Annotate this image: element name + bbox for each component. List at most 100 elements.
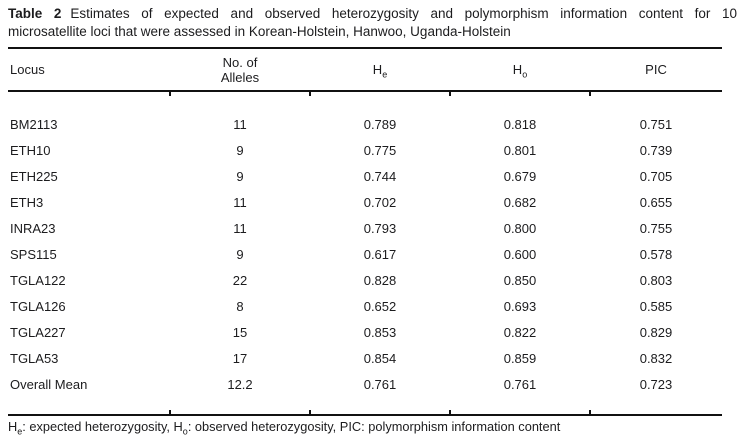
column-divider-tick — [169, 410, 171, 414]
cell-ho: 0.600 — [503, 246, 537, 262]
cell-locus: INRA23 — [10, 220, 56, 236]
cell-alleles: 11 — [233, 220, 247, 236]
cell-alleles: 11 — [233, 194, 247, 210]
cell-alleles: 8 — [236, 298, 244, 314]
cell-he: 0.702 — [363, 194, 397, 210]
table-row: TGLA122 22 0.828 0.850 0.803 — [8, 267, 722, 293]
cell-pic: 0.803 — [639, 272, 673, 288]
column-divider-tick — [449, 410, 451, 414]
column-divider-tick — [589, 92, 591, 96]
cell-he: 0.744 — [363, 168, 397, 184]
cell-pic: 0.832 — [639, 350, 673, 366]
table-top-rule — [8, 47, 722, 49]
cell-ho: 0.679 — [503, 168, 537, 184]
table-row: ETH10 9 0.775 0.801 0.739 — [8, 137, 722, 163]
cell-ho: 0.682 — [503, 194, 537, 210]
table-number-label: Table 2 — [8, 6, 62, 21]
cell-locus: SPS115 — [10, 246, 57, 262]
table-bottom-rule — [8, 410, 722, 416]
caption-line-2: microsatellite loci that were assessed i… — [8, 24, 511, 39]
cell-locus: Overall Mean — [10, 376, 88, 392]
table-row: TGLA126 8 0.652 0.693 0.585 — [8, 293, 722, 319]
column-divider-tick — [169, 92, 171, 96]
cell-alleles: 12.2 — [227, 376, 253, 392]
cell-locus: TGLA122 — [10, 272, 66, 288]
table-row: TGLA227 15 0.853 0.822 0.829 — [8, 319, 722, 345]
cell-he: 0.793 — [363, 220, 397, 236]
cell-he: 0.789 — [363, 116, 397, 132]
cell-locus: ETH3 — [10, 194, 44, 210]
cell-alleles: 22 — [232, 272, 248, 288]
cell-he: 0.854 — [363, 350, 397, 366]
table-header-row: Locus No. of Alleles He Ho PIC — [8, 50, 722, 89]
cell-locus: ETH225 — [10, 168, 58, 184]
table-row: ETH225 9 0.744 0.679 0.705 — [8, 163, 722, 189]
alleles-header-line-1: No. of — [222, 54, 258, 70]
cell-pic: 0.705 — [639, 168, 673, 184]
cell-pic: 0.751 — [639, 116, 673, 132]
table-caption: Table 2 Estimates of expected and observe… — [8, 5, 737, 41]
footnote-text-mid: : expected heterozygosity, H — [22, 419, 183, 434]
cell-ho: 0.800 — [503, 220, 537, 236]
footnote-he-subscript: e — [17, 426, 23, 437]
column-header-pic: PIC — [645, 62, 667, 77]
footnote-ho-subscript: o — [182, 426, 188, 437]
cell-locus: TGLA126 — [10, 298, 66, 314]
cell-ho: 0.822 — [503, 324, 537, 340]
cell-locus: BM2113 — [10, 116, 58, 132]
cell-pic: 0.755 — [639, 220, 673, 236]
table-row: BM2113 11 0.789 0.818 0.751 — [8, 111, 722, 137]
table-row: INRA23 11 0.793 0.800 0.755 — [8, 215, 722, 241]
ho-subscript: o — [522, 69, 528, 80]
cell-he: 0.775 — [363, 142, 397, 158]
footnote-text-end: : observed heterozygosity, PIC: polymorp… — [187, 419, 561, 434]
column-divider-tick — [449, 92, 451, 96]
cell-pic: 0.655 — [639, 194, 673, 210]
cell-he: 0.828 — [363, 272, 397, 288]
cell-he: 0.853 — [363, 324, 397, 340]
cell-alleles: 17 — [232, 350, 248, 366]
cell-locus: ETH10 — [10, 142, 51, 158]
column-header-he: He — [310, 62, 450, 80]
cell-alleles: 15 — [232, 324, 248, 340]
column-divider-tick — [309, 92, 311, 96]
cell-alleles: 9 — [236, 142, 244, 158]
header-bottom-rule — [8, 90, 722, 96]
he-symbol: H — [372, 62, 383, 77]
table-footnote: He: expected heterozygosity, Ho: observe… — [8, 419, 561, 437]
cell-alleles: 11 — [233, 116, 247, 132]
cell-ho: 0.818 — [503, 116, 537, 132]
table-row: TGLA53 17 0.854 0.859 0.832 — [8, 345, 722, 371]
table-row-overall-mean: Overall Mean 12.2 0.761 0.761 0.723 — [8, 371, 722, 397]
cell-ho: 0.693 — [503, 298, 537, 314]
cell-he: 0.761 — [363, 376, 397, 392]
cell-pic: 0.829 — [639, 324, 673, 340]
cell-alleles: 9 — [236, 246, 244, 262]
ho-symbol: H — [512, 62, 523, 77]
cell-he: 0.652 — [363, 298, 397, 314]
column-divider-tick — [309, 410, 311, 414]
alleles-header-line-2: Alleles — [220, 69, 260, 85]
cell-pic: 0.723 — [639, 376, 673, 392]
he-subscript: e — [382, 69, 388, 80]
cell-pic: 0.585 — [639, 298, 673, 314]
cell-ho: 0.761 — [503, 376, 537, 392]
column-divider-tick — [589, 410, 591, 414]
cell-ho: 0.801 — [503, 142, 537, 158]
caption-line-1: Table 2 Estimates of expected and observe… — [8, 5, 737, 23]
cell-pic: 0.578 — [639, 246, 673, 262]
footnote-he-symbol: H — [8, 419, 18, 434]
table-body: BM2113 11 0.789 0.818 0.751 ETH10 9 0.77… — [8, 111, 722, 397]
column-header-locus: Locus — [10, 62, 45, 77]
cell-alleles: 9 — [236, 168, 244, 184]
table-row: ETH3 11 0.702 0.682 0.655 — [8, 189, 722, 215]
cell-pic: 0.739 — [639, 142, 673, 158]
column-header-alleles: No. of Alleles — [170, 55, 310, 85]
cell-he: 0.617 — [363, 246, 397, 262]
cell-ho: 0.859 — [503, 350, 537, 366]
table-row: SPS115 9 0.617 0.600 0.578 — [8, 241, 722, 267]
cell-ho: 0.850 — [503, 272, 537, 288]
column-header-ho: Ho — [450, 62, 590, 80]
cell-locus: TGLA53 — [10, 350, 59, 366]
